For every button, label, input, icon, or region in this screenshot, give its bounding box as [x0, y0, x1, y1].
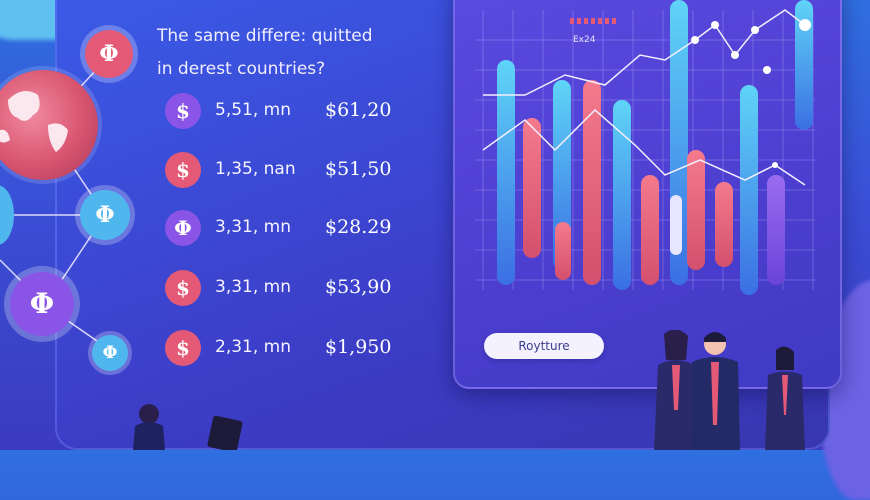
chart-illustration: [475, 0, 815, 295]
phi-coin-icon: Φ: [165, 210, 201, 246]
chart-legend-swatches: [570, 18, 616, 24]
list-item: $ 1,35, nan $51,50: [165, 152, 415, 190]
row-price: $51,50: [325, 158, 392, 180]
network-node-4: Φ: [92, 335, 128, 371]
chart-legend-label: Ex24: [573, 35, 596, 45]
question-text: The same differe: quitted in derest coun…: [157, 20, 427, 86]
network-node-2: Φ: [80, 190, 130, 240]
business-people-illustration: [654, 330, 805, 450]
question-line-2: in derest countries?: [157, 59, 326, 79]
chart-points: [691, 19, 811, 168]
chart-bars: [497, 0, 813, 295]
row-price: $53,90: [325, 276, 392, 298]
row-price: $28.29: [325, 216, 392, 238]
list-item: $ 3,31, mn $53,90: [165, 270, 415, 308]
row-amount: 3,31, mn: [215, 277, 291, 297]
list-item: Φ 3,31, mn $28.29: [165, 210, 415, 248]
network-node-3: Φ: [10, 272, 74, 336]
row-price: $1,950: [325, 336, 392, 358]
network-node-edge: [0, 185, 14, 245]
row-price: $61,20: [325, 99, 392, 121]
chart-trend-line-2: [482, 108, 806, 186]
row-amount: 1,35, nan: [215, 159, 296, 179]
dollar-coin-icon: $: [165, 270, 201, 306]
row-amount: 3,31, mn: [215, 217, 291, 237]
row-amount: 5,51, mn: [215, 100, 291, 120]
chart-trend-line-1: [483, 9, 806, 96]
dollar-coin-icon: $: [165, 330, 201, 366]
dollar-coin-icon: $: [165, 152, 201, 188]
bg-blob-top-left: [0, 0, 60, 40]
panel-action-button[interactable]: Roytture: [484, 333, 604, 359]
dollar-coin-icon: $: [165, 93, 201, 129]
globe-icon: [0, 70, 98, 180]
row-amount: 2,31, mn: [215, 337, 291, 357]
list-item: $ 2,31, mn $1,950: [165, 330, 415, 368]
list-item: $ 5,51, mn $61,20: [165, 93, 415, 131]
seated-person-illustration: [133, 404, 243, 450]
network-node-1: Φ: [85, 30, 133, 78]
question-line-1: The same differe: quitted: [157, 26, 373, 46]
